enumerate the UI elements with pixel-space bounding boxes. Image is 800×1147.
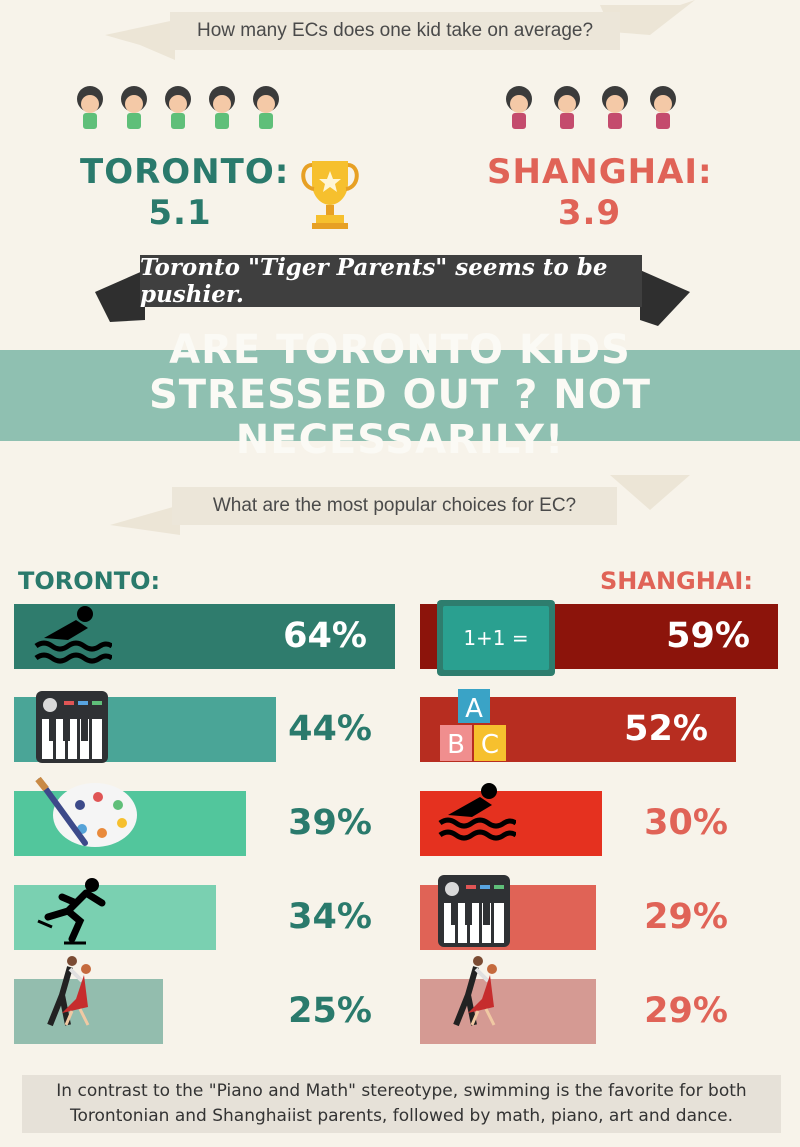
toronto-label-dance: 25% — [288, 991, 372, 1031]
toronto-label-piano: 44% — [288, 709, 372, 749]
question-ec-average: How many ECs does one kid take on averag… — [170, 12, 620, 50]
swimmer-icon — [436, 777, 518, 852]
headline: Are Toronto kids stressed out ? Not nece… — [0, 328, 800, 463]
shanghai-label: SHANGHAI: — [487, 152, 713, 192]
svg-text:1+1 =: 1+1 = — [463, 626, 528, 650]
headline-text: Are Toronto kids stressed out ? Not nece… — [148, 327, 652, 463]
svg-text:C: C — [481, 730, 499, 760]
shanghai-label-piano: 29% — [644, 897, 728, 937]
palette-icon — [30, 776, 140, 857]
svg-text:A: A — [465, 694, 483, 724]
dancers-icon — [32, 955, 102, 1035]
abc-blocks-icon: A B C — [438, 687, 518, 770]
toronto-label-skating: 34% — [288, 897, 372, 937]
shanghai-label-dance: 29% — [644, 991, 728, 1031]
toronto-bar-dance — [14, 979, 163, 1044]
dancers-icon — [438, 955, 508, 1035]
toronto-label: TORONTO: — [80, 152, 290, 192]
shanghai-label-math: 59% — [666, 616, 750, 656]
question-popular-choices: What are the most popular choices for EC… — [172, 487, 617, 525]
toronto-label-art: 39% — [288, 803, 372, 843]
footer-text: In contrast to the "Piano and Math" ster… — [56, 1081, 747, 1126]
girl-icons-pink — [506, 86, 676, 129]
footer-note: In contrast to the "Piano and Math" ster… — [22, 1075, 781, 1133]
skater-icon — [32, 877, 112, 952]
tiger-parents-banner: Toronto "Tiger Parents" seems to be push… — [140, 254, 642, 308]
swimmer-icon — [32, 600, 114, 675]
toronto-kids — [68, 85, 298, 133]
shanghai-label-language: 52% — [624, 709, 708, 749]
piano-icon — [36, 691, 108, 768]
math-board-icon: 1+1 = — [437, 600, 555, 681]
shanghai-bar-dance — [420, 979, 596, 1044]
toronto-value: 5.1 — [148, 193, 212, 233]
svg-text:B: B — [447, 730, 465, 760]
toronto-label-swimming: 64% — [283, 616, 367, 656]
trophy-icon — [301, 161, 359, 229]
shanghai-kids — [497, 85, 687, 133]
shanghai-label-swimming: 30% — [644, 803, 728, 843]
chart-shanghai-title: SHANGHAI: — [600, 567, 753, 595]
girl-icons-green — [77, 86, 279, 129]
shanghai-value: 3.9 — [557, 193, 622, 233]
chart-toronto-title: TORONTO: — [18, 567, 161, 595]
piano-icon — [438, 875, 510, 952]
